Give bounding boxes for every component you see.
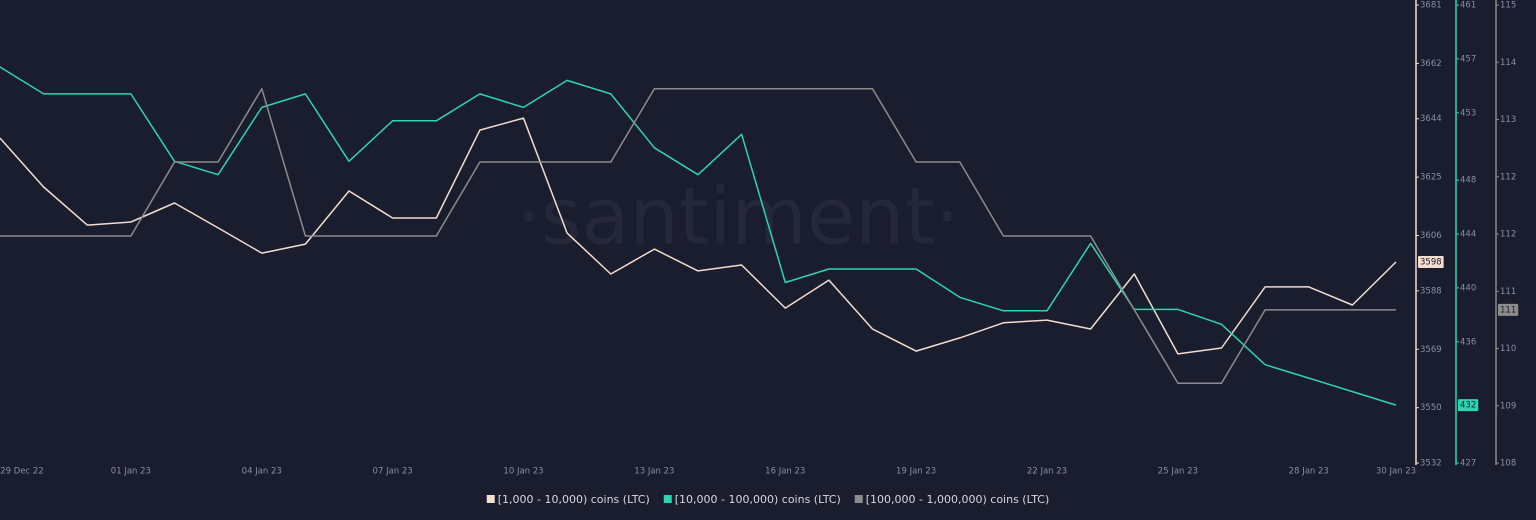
last-value-badge: 432 (1458, 399, 1479, 412)
y-tick-label: 113 (1500, 115, 1516, 125)
last-value-label: 3598 (1420, 257, 1442, 267)
y-tick-label: 111 (1500, 287, 1516, 297)
x-tick-label: 16 Jan 23 (765, 467, 805, 477)
series-line (0, 87, 1396, 384)
last-value-label: 432 (1460, 401, 1476, 411)
y-tick-label: 427 (1460, 459, 1476, 469)
x-tick-label: 29 Dec 22 (0, 467, 43, 477)
y-tick-label: 3550 (1420, 403, 1442, 413)
y-tick-label: 436 (1460, 337, 1476, 347)
x-tick-label: 10 Jan 23 (503, 467, 543, 477)
legend-label: [10,000 - 100,000) coins (LTC) (675, 493, 841, 506)
legend-swatch (854, 495, 863, 503)
x-tick-label: 28 Jan 23 (1289, 467, 1329, 477)
x-tick-label: 30 Jan 23 (1376, 467, 1416, 477)
x-tick-label: 04 Jan 23 (242, 467, 282, 477)
watermark: ·santiment· (516, 172, 960, 262)
y-tick-label: 3662 (1420, 59, 1442, 69)
y-tick-label: 453 (1460, 108, 1476, 118)
y-tick-label: 114 (1500, 58, 1516, 68)
y-tick-label: 440 (1460, 283, 1476, 293)
last-value-badge: 3598 (1418, 255, 1444, 268)
y-tick-label: 3625 (1420, 173, 1442, 183)
y-tick-label: 110 (1500, 344, 1516, 354)
badge-box (1418, 255, 1444, 268)
y-tick-label: 457 (1460, 54, 1476, 64)
last-value-badge: 111 (1498, 303, 1519, 316)
y-tick-label: 3588 (1420, 286, 1442, 296)
y-tick-label: 108 (1500, 459, 1516, 469)
y-tick-label: 3681 (1420, 1, 1442, 11)
y-tick-label: 112 (1500, 172, 1516, 182)
y-tick-label: 115 (1500, 1, 1516, 11)
legend-swatch (663, 495, 672, 503)
x-tick-label: 19 Jan 23 (896, 467, 936, 477)
y-tick-label: 3569 (1420, 345, 1442, 355)
last-value-label: 111 (1500, 305, 1516, 315)
badge-box (1498, 303, 1519, 316)
legend-label: [1,000 - 10,000) coins (LTC) (498, 493, 650, 506)
x-tick-label: 25 Jan 23 (1158, 467, 1198, 477)
badge-box (1458, 399, 1479, 412)
y-tick-label: 3606 (1420, 231, 1442, 241)
y-tick-label: 3644 (1420, 114, 1442, 124)
x-tick-label: 07 Jan 23 (373, 467, 413, 477)
y-tick-label: 444 (1460, 230, 1476, 240)
legend-label: [100,000 - 1,000,000) coins (LTC) (866, 493, 1050, 506)
x-tick-label: 13 Jan 23 (634, 467, 674, 477)
x-tick-label: 01 Jan 23 (111, 467, 151, 477)
legend-swatch (486, 495, 495, 503)
legend: [1,000 - 10,000) coins (LTC) [10,000 - 10… (486, 493, 1050, 506)
y-tick-label: 112 (1500, 230, 1516, 240)
series-line (0, 117, 1397, 355)
series-line (0, 66, 1397, 406)
x-tick-label: 22 Jan 23 (1027, 467, 1067, 477)
y-tick-label: 461 (1460, 1, 1476, 11)
y-tick-label: 3532 (1420, 459, 1442, 469)
y-tick-label: 448 (1460, 176, 1476, 186)
y-tick-label: 109 (1500, 401, 1516, 411)
